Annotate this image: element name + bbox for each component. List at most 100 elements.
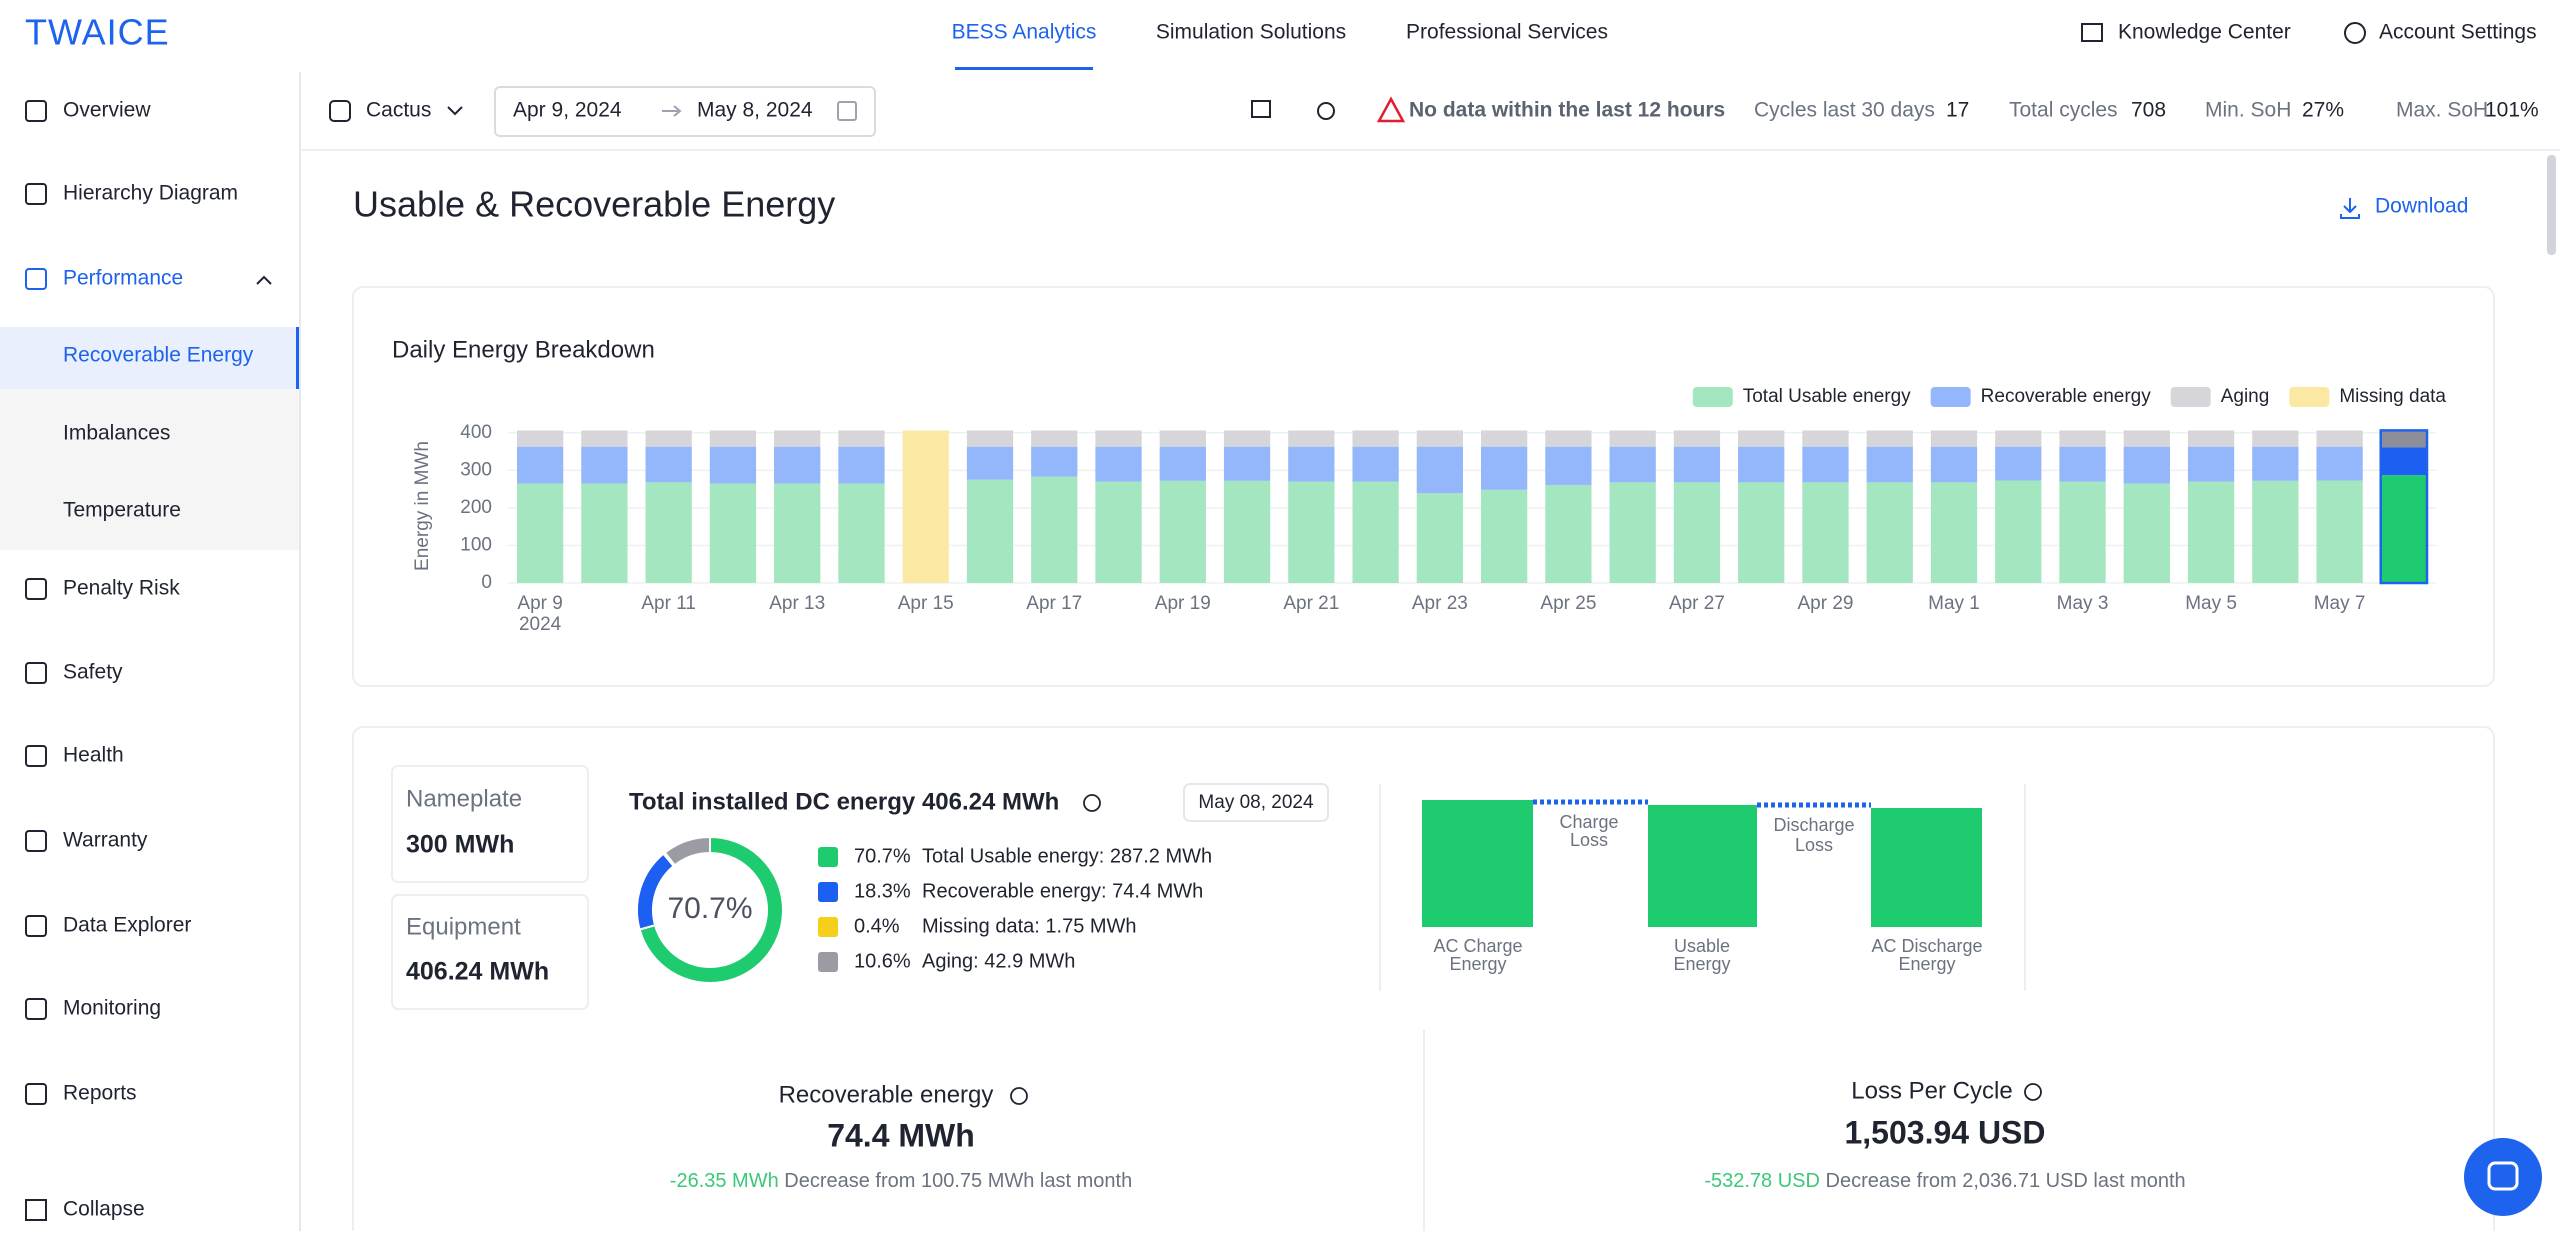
nav-link[interactable]: Account Settings xyxy=(2379,21,2537,44)
legend-swatch xyxy=(2289,387,2330,407)
flow-label: AC Charge xyxy=(1433,936,1522,956)
sidebar-item[interactable]: Recoverable Energy xyxy=(63,344,254,367)
bar-segment xyxy=(581,483,628,583)
nav-tab[interactable]: BESS Analytics xyxy=(952,21,1097,44)
tab-underline xyxy=(955,67,1093,70)
sidebar-item[interactable]: Data Explorer xyxy=(63,914,191,937)
x-tick-label: Apr 13 xyxy=(769,593,825,614)
stat-label: Total cycles xyxy=(2009,99,2118,122)
bar-segment xyxy=(2123,446,2170,484)
info-icon[interactable] xyxy=(2024,1083,2042,1101)
hierarchy-icon[interactable] xyxy=(1317,102,1335,120)
legend-swatch xyxy=(818,917,838,937)
legend-label: Aging xyxy=(2221,386,2270,407)
nav-tab[interactable]: Professional Services xyxy=(1406,21,1608,44)
bar-segment xyxy=(645,482,692,583)
sidebar-item[interactable]: Safety xyxy=(63,661,123,684)
download-button[interactable]: Download xyxy=(2375,195,2468,218)
bar-segment xyxy=(1480,446,1528,490)
bar-segment xyxy=(2380,475,2428,583)
sidebar-icon xyxy=(25,998,47,1020)
sidebar-item[interactable]: Imbalances xyxy=(63,422,170,445)
bar-segment xyxy=(1288,446,1335,482)
sidebar-item[interactable]: Overview xyxy=(63,99,151,122)
kpi-change: -532.78 USD Decrease from 2,036.71 USD l… xyxy=(1704,1170,2185,1192)
nav-tab[interactable]: Simulation Solutions xyxy=(1156,21,1346,44)
bar-segment xyxy=(838,446,885,484)
bar-segment xyxy=(2380,447,2428,476)
sidebar-item[interactable]: Performance xyxy=(63,267,183,290)
loss-label: Discharge xyxy=(1773,815,1854,835)
collapse[interactable]: Collapse xyxy=(63,1198,145,1221)
bar-segment xyxy=(1545,430,1592,447)
logo[interactable]: TWAICE xyxy=(25,12,170,53)
bar-segment xyxy=(516,430,564,447)
sidebar-item[interactable]: Temperature xyxy=(63,499,181,522)
bar-segment xyxy=(1416,493,1464,583)
legend-swatch xyxy=(1692,387,1733,407)
loss-label: Charge xyxy=(1559,812,1618,832)
sidebar-item[interactable]: Warranty xyxy=(63,829,148,852)
bar-segment xyxy=(2316,446,2363,481)
bar-segment xyxy=(1802,482,1849,583)
bar-segment xyxy=(1995,430,2042,447)
download-icon xyxy=(2340,198,2360,219)
donut-slice xyxy=(638,835,784,984)
legend-label: Recoverable energy: 74.4 MWh xyxy=(922,880,1203,902)
y-tick-label: 300 xyxy=(460,459,492,480)
sidebar-icon xyxy=(25,830,47,852)
kpi-value: 1,503.94 USD xyxy=(1844,1114,2045,1150)
sidebar-item[interactable]: Monitoring xyxy=(63,997,161,1020)
bar-segment xyxy=(1545,484,1592,583)
info-icon[interactable] xyxy=(1083,794,1101,812)
bar-segment xyxy=(1673,446,1721,483)
bar-segment xyxy=(1223,480,1271,583)
sidebar-item[interactable]: Hierarchy Diagram xyxy=(63,182,238,205)
book-icon xyxy=(2081,23,2103,42)
sidebar-item[interactable]: Penalty Risk xyxy=(63,577,180,600)
sidebar-icon xyxy=(25,915,47,937)
x-tick-label: Apr 25 xyxy=(1540,593,1596,614)
x-tick-label: Apr 21 xyxy=(1283,593,1339,614)
date-chip-text: May 08, 2024 xyxy=(1198,792,1314,813)
bar-segment xyxy=(1802,446,1849,483)
collapse-icon xyxy=(25,1199,47,1221)
date-to[interactable]: May 8, 2024 xyxy=(697,99,813,122)
sidebar-icon xyxy=(25,578,47,600)
loss-label: Loss xyxy=(1570,830,1608,850)
active-indicator xyxy=(296,327,300,389)
sidebar-icon xyxy=(25,662,47,684)
sidebar-item[interactable]: Health xyxy=(63,744,124,767)
site-select[interactable]: Cactus xyxy=(366,99,431,122)
flow-box xyxy=(1648,805,1757,927)
bar-segment xyxy=(1159,446,1206,481)
nameplate-value: 300 MWh xyxy=(406,831,514,859)
equipment-label: Equipment xyxy=(406,913,521,940)
sidebar-icon xyxy=(25,100,47,122)
nav-link[interactable]: Knowledge Center xyxy=(2118,21,2291,44)
info-icon[interactable] xyxy=(1010,1087,1028,1105)
bar-segment xyxy=(2059,430,2106,447)
sidebar-icon xyxy=(25,745,47,767)
bar-segment xyxy=(2187,446,2235,482)
x-tick-label: Apr 27 xyxy=(1669,593,1725,614)
bar-segment xyxy=(1480,430,1528,447)
bar-segment xyxy=(1673,430,1721,447)
bar-segment xyxy=(966,430,1014,447)
sidebar-item[interactable]: Reports xyxy=(63,1082,137,1105)
flow-label: AC Discharge xyxy=(1871,936,1982,956)
bar-segment xyxy=(709,430,757,447)
chevron xyxy=(256,275,272,285)
bar-segment xyxy=(1866,446,1913,483)
compare-icon[interactable] xyxy=(1251,100,1271,118)
sidebar-icon xyxy=(25,183,47,205)
date-range[interactable] xyxy=(494,86,876,137)
x-tick-label: Apr 15 xyxy=(898,593,954,614)
bar-segment xyxy=(1930,482,1978,583)
bar-segment xyxy=(1288,430,1335,447)
calendar-icon xyxy=(837,101,857,121)
kpi-value: 74.4 MWh xyxy=(827,1117,975,1153)
date-from[interactable]: Apr 9, 2024 xyxy=(513,99,622,122)
chat-button[interactable] xyxy=(2464,1138,2542,1216)
